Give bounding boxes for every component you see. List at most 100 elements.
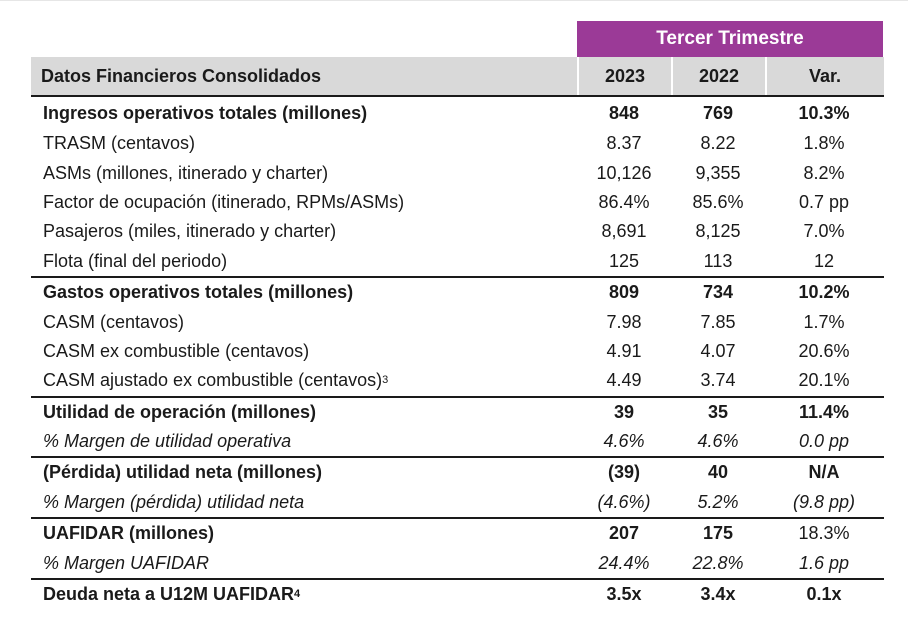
value-2023: 809 [608, 282, 640, 303]
table-row: Gastos operativos totales (millones) 809 7… [31, 278, 884, 307]
value-2022: 734 [702, 282, 734, 303]
row-label: Ingresos operativos totales (millones) [31, 97, 577, 129]
row-label-text: Ingresos operativos totales (millones) [43, 102, 368, 123]
value-var: 20.6% [798, 340, 850, 361]
value-2022: 9,355 [695, 162, 741, 183]
value-2022: 8,125 [695, 221, 741, 242]
row-label-text: UAFIDAR (millones) [43, 523, 214, 544]
value-var: 20.1% [798, 370, 850, 391]
table-section: Deuda neta a U12M UAFIDAR 4 3.5x 3.4x 0.1x [31, 580, 884, 609]
row-label: % Margen UAFIDAR [31, 548, 577, 577]
row-label: % Margen (pérdida) utilidad neta [31, 488, 577, 517]
row-label-text: CASM ajustado ex combustible (centavos) [43, 370, 383, 391]
row-label-text: Pasajeros (miles, itinerado y charter) [43, 221, 337, 242]
table-row: UAFIDAR (millones) 207 175 18.3% [31, 519, 884, 548]
value-2022: 8.22 [700, 133, 736, 154]
table-row: Factor de ocupación (itinerado, RPMs/ASM… [31, 188, 884, 217]
top-divider [0, 0, 908, 1]
table-row: Utilidad de operación (millones) 39 35 11.4… [31, 398, 884, 427]
table-row: TRASM (centavos) 8.37 8.22 1.8% [31, 129, 884, 158]
table-row: % Margen (pérdida) utilidad neta (4.6%) 5.… [31, 488, 884, 517]
value-2023: 7.98 [606, 311, 642, 332]
value-var: (9.8 pp) [792, 491, 856, 512]
table-row: ASMs (millones, itinerado y charter) 10,1… [31, 158, 884, 187]
value-var: 1.8% [803, 133, 845, 154]
column-header-var: Var. [765, 57, 883, 95]
value-2022: 4.6% [697, 431, 739, 452]
value-var: 1.6 pp [798, 552, 850, 573]
row-label-text: TRASM (centavos) [43, 133, 196, 154]
value-var: 18.3% [798, 523, 850, 544]
row-label-text: Utilidad de operación (millones) [43, 401, 317, 422]
row-label: Gastos operativos totales (millones) [31, 278, 577, 307]
table-row: % Margen de utilidad operativa 4.6% 4.6% 0.… [31, 427, 884, 456]
row-label-text: CASM ex combustible (centavos) [43, 340, 310, 361]
row-label-text: Deuda neta a U12M UAFIDAR [43, 584, 295, 605]
value-2023: 848 [608, 102, 640, 123]
row-label: CASM ex combustible (centavos) [31, 337, 577, 366]
value-2022: 113 [703, 250, 733, 271]
value-2022: 22.8% [692, 552, 744, 573]
value-2022: 85.6% [692, 191, 744, 212]
financial-table: Tercer Trimestre Datos Financieros Conso… [31, 21, 884, 609]
value-2023: 3.5x [606, 584, 642, 605]
value-2023: (4.6%) [597, 491, 651, 512]
value-2023: 86.4% [598, 191, 650, 212]
row-label: Flota (final del periodo) [31, 247, 577, 276]
row-label: CASM (centavos) [31, 307, 577, 336]
period-header-row: Tercer Trimestre [31, 21, 884, 57]
value-2023: 125 [608, 250, 640, 271]
value-2023: 8.37 [606, 133, 642, 154]
value-2023: 39 [613, 401, 635, 422]
value-var: 10.3% [798, 102, 850, 123]
column-header-row: Datos Financieros Consolidados 2023 2022… [31, 57, 884, 97]
table-section: Gastos operativos totales (millones) 809 7… [31, 278, 884, 398]
row-label: ASMs (millones, itinerado y charter) [31, 158, 577, 187]
table-body: Ingresos operativos totales (millones) 84… [31, 97, 884, 609]
value-2022: 5.2% [697, 491, 739, 512]
table-row: Flota (final del periodo) 125 113 12 [31, 247, 884, 276]
value-var: 0.0 pp [798, 431, 850, 452]
row-label-text: % Margen UAFIDAR [43, 552, 210, 573]
table-section: Ingresos operativos totales (millones) 84… [31, 97, 884, 278]
value-2022: 769 [702, 102, 734, 123]
value-2023: 207 [608, 523, 640, 544]
value-2023: 24.4% [598, 552, 650, 573]
column-header-2023: 2023 [577, 57, 671, 95]
value-2022: 35 [707, 401, 729, 422]
row-label: Deuda neta a U12M UAFIDAR 4 [43, 584, 301, 605]
value-var: 10.2% [798, 282, 850, 303]
row-label: % Margen de utilidad operativa [31, 427, 577, 456]
value-2022: 3.4x [700, 584, 736, 605]
row-label-text: Gastos operativos totales (millones) [43, 282, 354, 303]
value-var: 12 [813, 250, 835, 271]
value-2023: (39) [607, 462, 640, 483]
table-row: (Pérdida) utilidad neta (millones) (39) 40… [31, 458, 884, 487]
row-label: (Pérdida) utilidad neta (millones) [31, 458, 577, 487]
value-2022: 7.85 [700, 311, 736, 332]
table-row: CASM ajustado ex combustible (centavos) 3… [31, 366, 884, 395]
row-label-text: (Pérdida) utilidad neta (millones) [43, 462, 323, 483]
row-label: CASM ajustado ex combustible (centavos) 3 [43, 370, 389, 391]
value-2023: 10,126 [596, 162, 652, 183]
value-2022: 175 [702, 523, 734, 544]
value-2023: 4.6% [603, 431, 645, 452]
row-label-text: ASMs (millones, itinerado y charter) [43, 162, 329, 183]
value-2022: 3.74 [700, 370, 736, 391]
row-label: UAFIDAR (millones) [31, 519, 577, 548]
table-row: Ingresos operativos totales (millones) 84… [31, 97, 884, 129]
table-section: Utilidad de operación (millones) 39 35 11.4… [31, 398, 884, 459]
row-label-text: % Margen de utilidad operativa [43, 431, 292, 452]
period-header: Tercer Trimestre [577, 21, 883, 57]
value-2023: 4.49 [606, 370, 642, 391]
row-label-text: Factor de ocupación (itinerado, RPMs/ASM… [43, 191, 405, 212]
value-var: 0.7 pp [798, 191, 850, 212]
table-title: Datos Financieros Consolidados [41, 65, 322, 86]
table-section: (Pérdida) utilidad neta (millones) (39) 40… [31, 458, 884, 520]
row-label-text: CASM (centavos) [43, 311, 185, 332]
period-header-spacer [31, 21, 577, 57]
value-var: N/A [808, 462, 840, 483]
table-row: Deuda neta a U12M UAFIDAR 4 3.5x 3.4x 0.1x [31, 580, 884, 609]
value-var: 7.0% [803, 221, 845, 242]
value-var: 0.1x [806, 584, 842, 605]
